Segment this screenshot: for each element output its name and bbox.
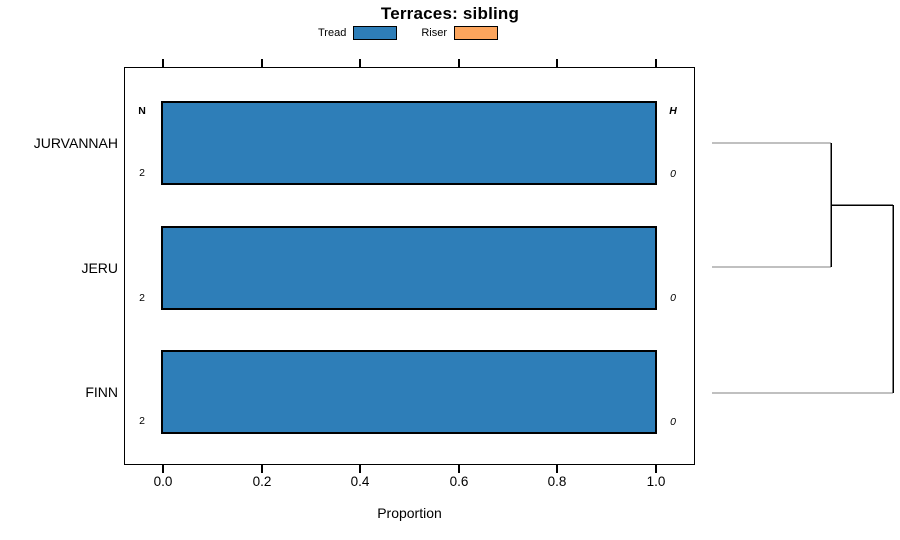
x-axis-top-tick (655, 59, 657, 67)
n-value-jeru: 2 (139, 292, 145, 304)
x-axis-top-tick (556, 59, 558, 67)
bar-jeru-tread (161, 226, 657, 310)
y-axis-label-jeru: JERU (81, 260, 118, 276)
x-tick-label: 0.4 (350, 474, 370, 489)
legend-label-riser: Riser (421, 26, 447, 39)
x-tick-label: 0.0 (153, 474, 173, 489)
x-axis-title: Proportion (377, 505, 442, 521)
x-axis-bottom-tick (261, 465, 263, 473)
n-value-jurvannah: 2 (139, 167, 145, 179)
x-tick-label: 0.2 (252, 474, 272, 489)
x-tick-label: 0.8 (547, 474, 567, 489)
h-value-finn: 0 (670, 416, 676, 428)
bar-finn-tread (161, 350, 657, 434)
x-axis-top-tick (162, 59, 164, 67)
n-value-finn: 2 (139, 415, 145, 427)
x-axis-bottom-tick (359, 465, 361, 473)
h-value-jeru: 0 (670, 292, 676, 304)
x-axis-bottom-tick (655, 465, 657, 473)
column-header-h: H (669, 105, 677, 117)
x-axis-bottom-tick (556, 465, 558, 473)
y-axis-label-jurvannah: JURVANNAH (33, 135, 118, 151)
x-tick-label: 1.0 (646, 474, 666, 489)
x-axis-top-tick (261, 59, 263, 67)
legend-swatch-riser (454, 25, 498, 40)
x-tick-label: 0.6 (449, 474, 469, 489)
x-axis-bottom-tick (458, 465, 460, 473)
h-value-jurvannah: 0 (670, 168, 676, 180)
chart-title: Terraces: sibling (380, 4, 520, 23)
legend-swatch-tread (353, 25, 398, 40)
legend: Tread Riser (318, 25, 498, 40)
legend-label-tread: Tread (318, 26, 347, 39)
y-axis-label-finn: FINN (85, 384, 118, 400)
x-axis-top-tick (359, 59, 361, 67)
bar-jurvannah-tread (161, 101, 657, 185)
column-header-n: N (138, 105, 146, 117)
x-axis-bottom-tick (162, 465, 164, 473)
x-axis-top-tick (458, 59, 460, 67)
